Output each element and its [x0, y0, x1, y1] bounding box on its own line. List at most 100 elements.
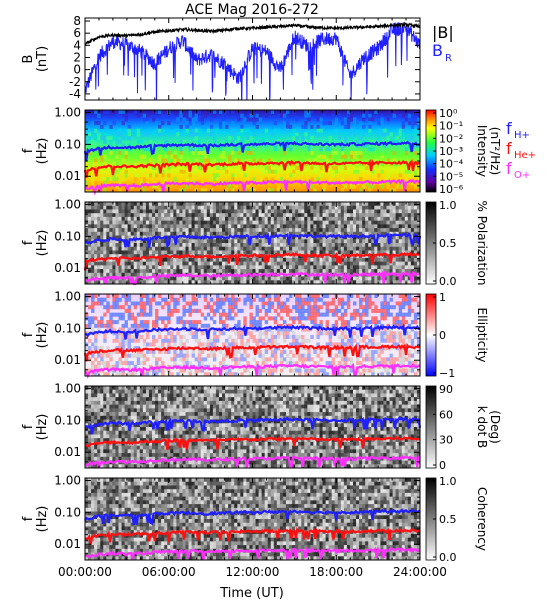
- spectrogram-cell: [106, 308, 110, 313]
- spectrogram-cell: [392, 205, 396, 210]
- spectrogram-cell: [203, 154, 208, 159]
- spectrogram-cell: [231, 228, 235, 233]
- spectrogram-cell: [377, 276, 381, 281]
- spectrogram-cell: [115, 169, 119, 174]
- y-tick-label: 6: [73, 26, 81, 40]
- spectrogram-cell: [389, 209, 393, 214]
- spectrogram-cell: [282, 257, 287, 262]
- legend-gyrofrequency-subscript: H+: [514, 130, 530, 141]
- spectrogram-cell: [410, 231, 415, 236]
- spectrogram-cell: [145, 180, 150, 185]
- spectrogram-cell: [176, 250, 180, 255]
- spectrogram-cell: [145, 331, 150, 336]
- spectrogram-cell: [158, 132, 162, 137]
- spectrogram-cell: [194, 209, 198, 214]
- spectrogram-cell: [392, 342, 396, 347]
- spectrogram-cell: [359, 132, 363, 137]
- spectrogram-cell: [313, 372, 317, 377]
- spectrogram-cell: [343, 257, 348, 262]
- spectrogram-cell: [212, 139, 217, 144]
- spectrogram-cell: [203, 239, 208, 244]
- spectrogram-cell: [404, 136, 409, 141]
- spectrogram-cell: [182, 342, 186, 347]
- spectrogram-cell: [310, 136, 314, 141]
- spectrogram-cell: [234, 136, 238, 141]
- series-b-magnitude-line: [85, 21, 420, 47]
- spectrogram-cell: [261, 250, 265, 255]
- spectrogram-cell: [152, 320, 156, 325]
- spectrogram-cell: [374, 246, 378, 251]
- spectrogram-cell: [374, 276, 378, 281]
- spectrogram-cell: [282, 250, 287, 255]
- spectrogram-cell: [173, 349, 177, 354]
- spectrogram-cell: [185, 121, 189, 126]
- spectrogram-cell: [209, 305, 214, 310]
- spectrogram-cell: [255, 205, 259, 210]
- spectrogram-cell: [148, 305, 153, 310]
- spectrogram-cell: [173, 338, 177, 343]
- spectrogram-cell: [155, 121, 159, 126]
- spectrogram-cell: [368, 243, 372, 248]
- spectrogram-cell: [176, 158, 180, 163]
- spectrogram-cell: [374, 224, 378, 229]
- spectrogram-cell: [416, 154, 421, 159]
- spectrogram-cell: [91, 121, 95, 126]
- spectrogram-cell: [85, 202, 89, 207]
- spectrogram-cell: [91, 346, 95, 351]
- spectrogram-cell: [188, 213, 192, 218]
- spectrogram-cell: [194, 113, 198, 118]
- spectrogram-cell: [139, 224, 144, 229]
- spectrogram-cell: [164, 316, 168, 321]
- spectrogram-cell: [346, 265, 351, 270]
- spectrogram-cell: [362, 228, 366, 233]
- spectrogram-cell: [173, 250, 177, 255]
- spectrogram-cell: [188, 173, 192, 178]
- spectrogram-cell: [328, 280, 332, 285]
- spectrogram-cell: [179, 368, 183, 373]
- spectrogram-cell: [158, 280, 162, 285]
- spectrogram-cell: [243, 177, 247, 182]
- spectrogram-cell: [148, 213, 153, 218]
- spectrogram-cell: [234, 276, 238, 281]
- spectrogram-cell: [267, 294, 272, 299]
- spectrogram-cell: [246, 294, 250, 299]
- spectrogram-cell: [301, 228, 305, 233]
- spectrogram-cell: [185, 320, 189, 325]
- spectrogram-cell: [94, 243, 98, 248]
- spectrogram-cell: [301, 301, 305, 306]
- y-tick-label: 4: [73, 38, 81, 52]
- spectrogram-cell: [173, 151, 177, 156]
- spectrogram-cell: [289, 147, 293, 152]
- spectrogram-cell: [362, 297, 366, 302]
- spectrogram-cell: [258, 228, 262, 233]
- spectrogram-cell: [380, 132, 384, 137]
- spectrogram-cell: [240, 228, 244, 233]
- spectrogram-cell: [359, 349, 363, 354]
- spectrogram-cell: [416, 202, 421, 207]
- spectrogram-cell: [292, 169, 296, 174]
- spectrogram-cell: [155, 243, 159, 248]
- spectrogram-cell: [359, 297, 363, 302]
- spectrogram-cell: [145, 205, 150, 210]
- spectrogram-cell: [118, 180, 122, 185]
- spectrogram-cell: [304, 202, 308, 207]
- spectrogram-cell: [346, 335, 351, 340]
- spectrogram-cell: [261, 353, 265, 358]
- spectrogram-cell: [191, 353, 195, 358]
- gyro-line-o: [84, 362, 421, 379]
- spectrogram-cell: [88, 357, 92, 362]
- spectrogram-cell: [191, 151, 195, 156]
- spectrogram-cell: [152, 220, 156, 225]
- spectrogram-cell: [276, 269, 281, 274]
- spectrogram-cell: [307, 261, 311, 266]
- spectrogram-cell: [298, 276, 302, 281]
- spectrogram-cell: [292, 280, 296, 285]
- spectrogram-cell: [261, 342, 265, 347]
- spectrogram-cell: [301, 235, 305, 240]
- spectrogram-cell: [124, 209, 128, 214]
- spectrogram-cell: [292, 173, 296, 178]
- spectrogram-cell: [353, 250, 357, 255]
- spectrogram-cell: [383, 209, 387, 214]
- spectrogram-cell: [261, 147, 265, 152]
- spectrogram-cell: [173, 361, 177, 366]
